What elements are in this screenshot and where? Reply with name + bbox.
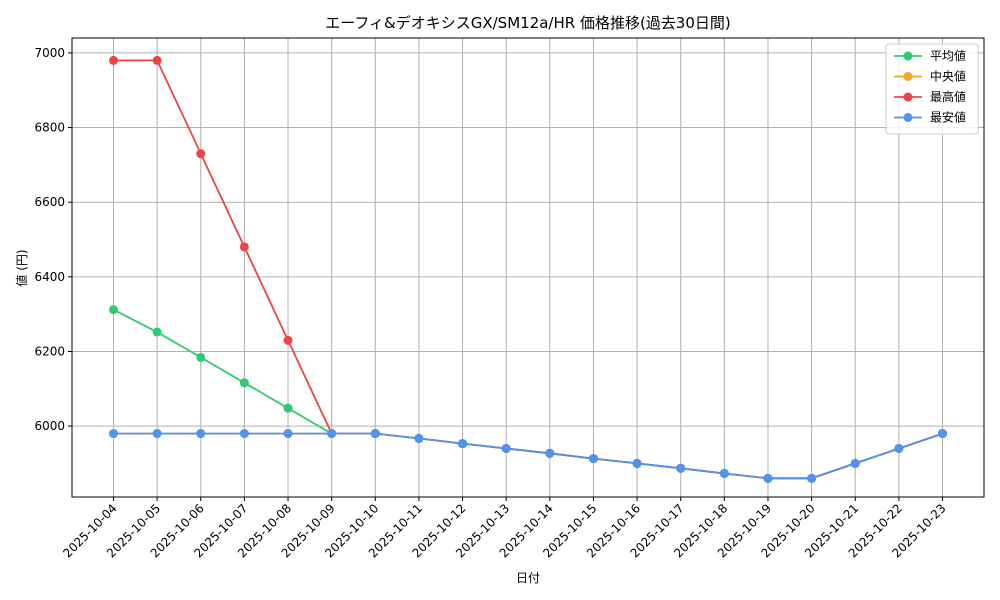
data-point (676, 463, 686, 473)
data-point (894, 443, 904, 453)
y-tick-label: 6800 (34, 121, 65, 135)
data-point (501, 443, 511, 453)
data-point (152, 327, 162, 337)
y-axis: 6000 6200 6400 6600 6800 7000 (34, 46, 72, 433)
data-point (239, 429, 249, 439)
y-tick-label: 6000 (34, 419, 65, 433)
legend-box (885, 43, 979, 135)
series-line (113, 59, 943, 480)
data-point (152, 429, 162, 439)
data-point (719, 468, 729, 478)
data-point (370, 429, 380, 439)
data-point (850, 458, 860, 468)
series-line (113, 308, 943, 480)
data-point (545, 448, 555, 458)
y-tick-label: 7000 (34, 46, 65, 60)
series-line (113, 432, 943, 480)
chart-title: エーフィ&デオキシスGX/SM12a/HR 価格推移(過去30日間) (325, 14, 731, 32)
series-4 (109, 429, 947, 483)
legend-label: 最高値 (930, 89, 966, 104)
y-tick-label: 6400 (34, 270, 65, 284)
data-point (283, 335, 293, 345)
data-point (414, 433, 424, 443)
grid (72, 38, 984, 497)
data-point (109, 305, 118, 315)
data-point (196, 149, 206, 159)
data-point (327, 429, 337, 439)
data-point (239, 242, 249, 252)
legend-swatch-marker (903, 51, 913, 61)
data-point (196, 352, 206, 362)
y-tick-label: 6200 (34, 344, 65, 358)
data-point (152, 55, 162, 65)
data-point (196, 429, 206, 439)
series-1 (109, 305, 947, 483)
y-axis-label: 値 (円) (14, 249, 29, 286)
legend-swatch-marker (903, 113, 913, 122)
data-point (109, 55, 118, 65)
data-point (632, 458, 642, 468)
legend-swatch-marker (903, 92, 913, 102)
x-axis: 2025-10-042025-10-052025-10-062025-10-07… (60, 497, 949, 560)
legend-swatch-marker (903, 72, 913, 81)
data-point (283, 429, 293, 439)
y-tick-label: 6600 (34, 195, 65, 209)
x-axis-label: 日付 (516, 571, 540, 585)
data-point (283, 403, 293, 413)
data-point (458, 439, 468, 449)
legend-label: 平均値 (930, 48, 966, 63)
data-point (109, 429, 118, 439)
legend-label: 中央値 (930, 69, 966, 84)
data-point (239, 378, 249, 388)
data-point (807, 473, 817, 483)
data-point (588, 454, 598, 464)
legend-label: 最安値 (930, 110, 966, 125)
series-3 (109, 55, 947, 483)
series-line (113, 432, 943, 480)
data-point (763, 473, 773, 483)
data-point (938, 429, 947, 439)
plot-frame (71, 37, 985, 498)
series-lines (109, 55, 947, 483)
